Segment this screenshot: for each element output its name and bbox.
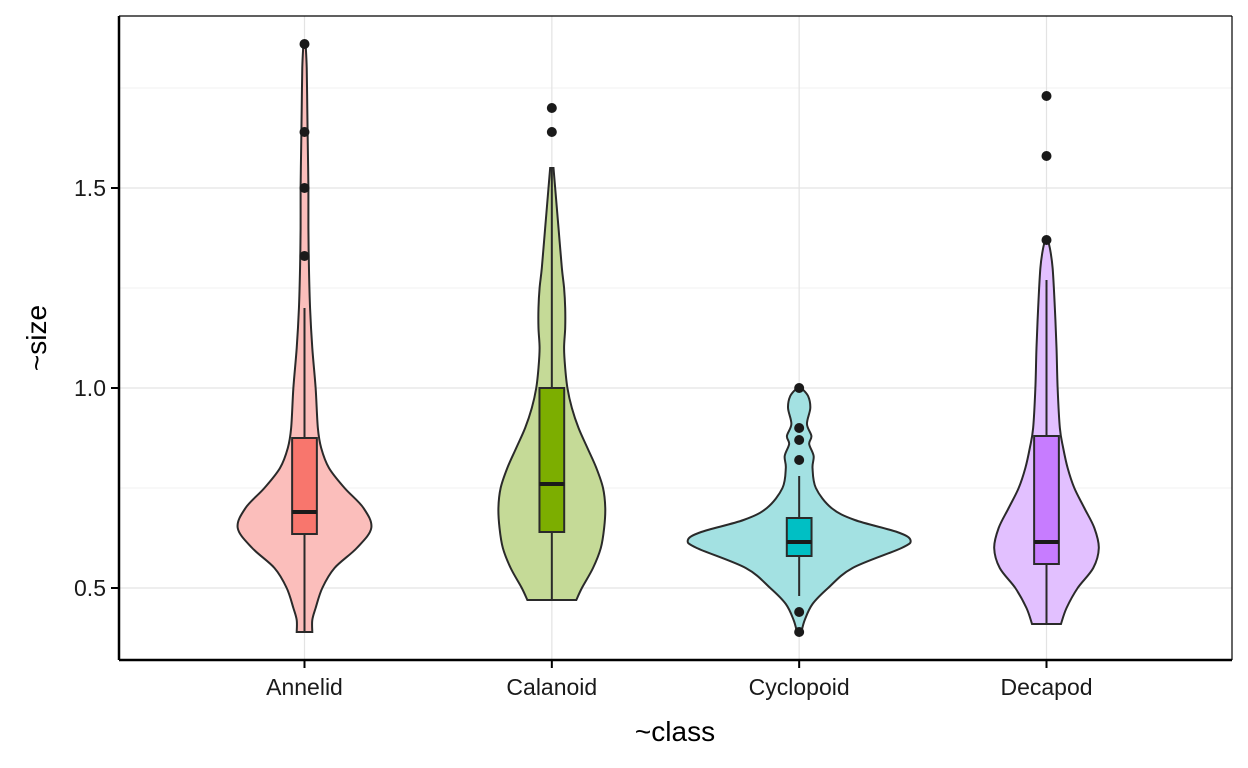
violin-group-annelid	[236, 39, 373, 633]
outlier-point	[299, 251, 310, 261]
outlier-point	[794, 627, 805, 637]
y-tick-label: 0.5	[74, 575, 106, 601]
x-axis-title: ~class	[635, 716, 715, 747]
outlier-point	[794, 383, 805, 393]
outlier-point	[1041, 235, 1052, 245]
outlier-point	[299, 127, 310, 137]
violin-group-decapod	[993, 91, 1100, 625]
box-decapod	[1033, 435, 1060, 565]
outlier-point	[1041, 151, 1052, 161]
outlier-point	[299, 39, 310, 49]
box-calanoid	[538, 387, 566, 533]
outlier-point	[794, 423, 805, 433]
outlier-point	[299, 183, 310, 193]
y-tick-label: 1.0	[74, 375, 106, 401]
box-cyclopoid	[785, 517, 813, 557]
x-tick-label-cyclopoid: Cyclopoid	[749, 674, 850, 700]
outlier-point	[1041, 91, 1052, 101]
outlier-point	[794, 455, 805, 465]
y-tick-label: 1.5	[74, 175, 106, 201]
box-annelid	[291, 437, 318, 535]
outlier-point	[546, 127, 557, 137]
outlier-point	[794, 435, 805, 445]
x-tick-label-decapod: Decapod	[1000, 674, 1092, 700]
outlier-point	[546, 103, 557, 113]
axes: 0.5 1.0 1.5 Annelid Calanoid Cyclopoid Decapod	[74, 15, 1233, 700]
violin-group-calanoid	[497, 103, 607, 601]
plot-area	[236, 39, 1100, 637]
outlier-point	[794, 607, 805, 617]
violin-group-cyclopoid	[686, 383, 912, 637]
x-tick-label-annelid: Annelid	[266, 674, 343, 700]
x-tick-label-calanoid: Calanoid	[506, 674, 597, 700]
y-axis-title: ~size	[21, 305, 52, 371]
